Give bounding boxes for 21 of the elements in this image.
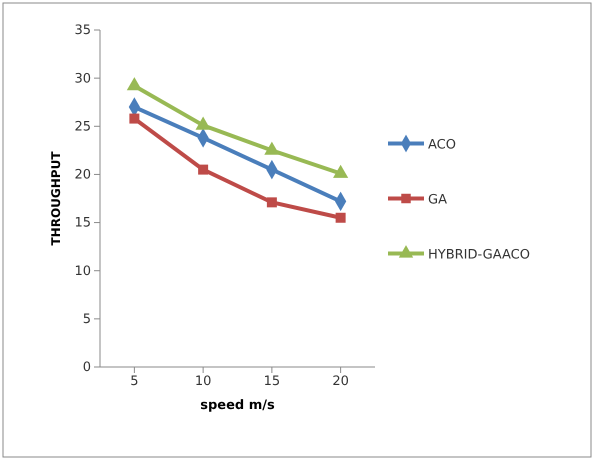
x-axis-title: speed m/s [200,398,276,413]
y-tick-label: 5 [82,312,91,328]
point [266,197,277,208]
point [198,164,208,175]
x-tick-label: 10 [194,374,212,390]
legend-label: HYBRID-GAACO [428,248,530,262]
point [336,212,346,223]
x-tick-label: 15 [264,374,280,390]
point [129,114,140,124]
y-tick-label: 25 [74,119,91,134]
y-tick-label: 15 [74,216,91,231]
x-tick-label: 5 [130,374,139,390]
y-tick-label: 0 [82,360,91,376]
y-tick-label: 30 [74,71,91,86]
y-axis-title: THROUGHPUT [49,150,63,246]
y-tick-label: 20 [74,168,91,183]
legend-label: GA [428,192,448,208]
y-tick-label: 35 [74,23,91,38]
x-tick-label: 20 [332,374,349,390]
y-tick-label: 10 [74,264,91,279]
legend-label: ACO [428,138,456,152]
